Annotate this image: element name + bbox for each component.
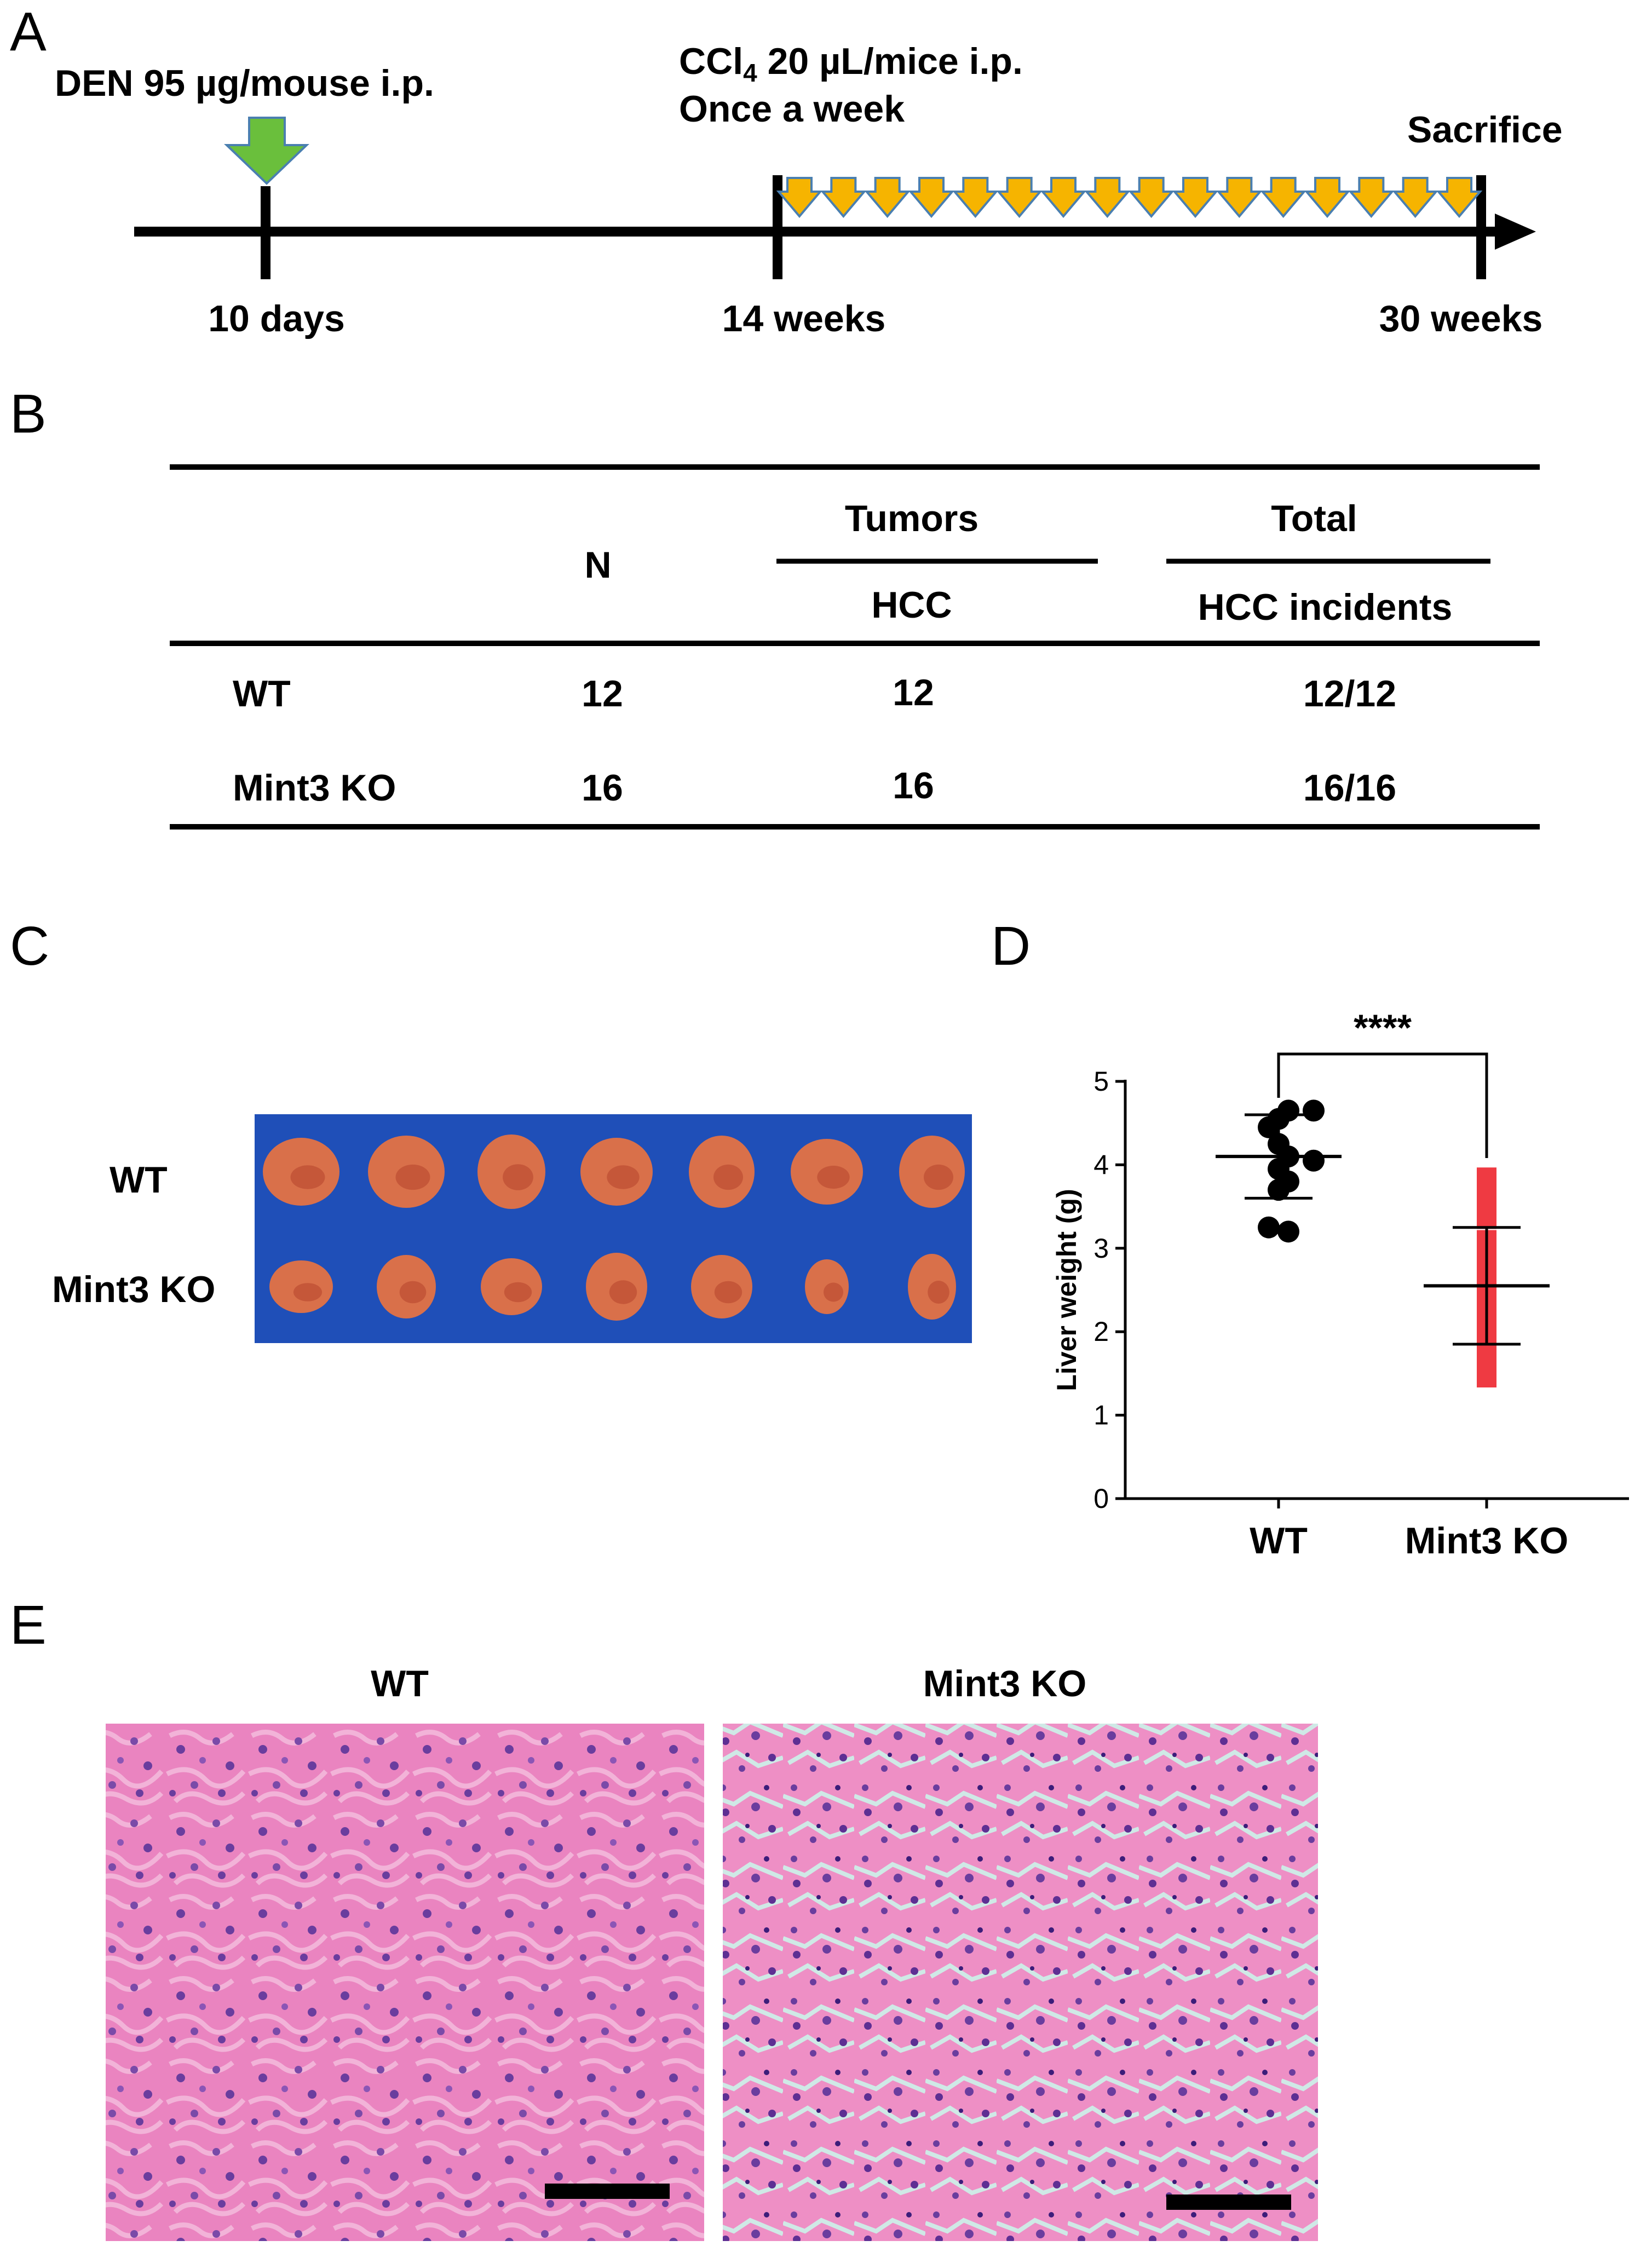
scale-bar-wt bbox=[545, 2184, 670, 2199]
header-hcc: HCC bbox=[871, 584, 952, 626]
y-tick-label: 0 bbox=[1093, 1483, 1109, 1514]
ccl4-suffix: 20 µL/mice i.p. bbox=[757, 41, 1023, 82]
x-tick-label: WT bbox=[1250, 1520, 1308, 1562]
liver-specimens bbox=[263, 1134, 965, 1321]
row-wt-incidents: 12/12 bbox=[1303, 673, 1396, 715]
liver-lobe-shading bbox=[924, 1164, 953, 1190]
row-label-wt: WT bbox=[110, 1159, 168, 1201]
ccl4-injection-arrow bbox=[864, 177, 911, 218]
row-ko-hcc: 16 bbox=[893, 765, 934, 807]
panel-c-letter: C bbox=[10, 915, 49, 977]
significance-bracket bbox=[1277, 1052, 1488, 1158]
ccl4-label-line2: Once a week bbox=[679, 88, 905, 130]
header-total: Total bbox=[1271, 498, 1357, 539]
timeline-arrowhead bbox=[1495, 214, 1536, 250]
liver-lobe-shading bbox=[928, 1281, 949, 1304]
liver-lobe-shading bbox=[293, 1283, 323, 1301]
ccl4-injection-arrow bbox=[1392, 177, 1438, 218]
ccl4-subscript: 4 bbox=[743, 59, 757, 87]
histology-title-mint3-ko: Mint3 KO bbox=[923, 1663, 1086, 1704]
ccl4-injection-arrow bbox=[1304, 177, 1351, 218]
liver-lobe-shading bbox=[607, 1165, 640, 1189]
data-point-mint3-ko bbox=[1477, 1368, 1496, 1388]
y-axis-label: Liver weight (g) bbox=[1051, 1189, 1082, 1391]
data-point-wt bbox=[1303, 1149, 1325, 1172]
sacrifice-label: Sacrifice bbox=[1407, 109, 1563, 151]
panel-e-letter: E bbox=[10, 1594, 47, 1656]
tick-label-10-days: 10 days bbox=[208, 298, 345, 339]
data-point-wt bbox=[1277, 1220, 1299, 1243]
data-point-wt bbox=[1303, 1099, 1325, 1122]
ccl4-injection-arrow bbox=[1260, 177, 1306, 218]
histology-title-wt: WT bbox=[371, 1663, 429, 1704]
y-tick-label: 4 bbox=[1093, 1149, 1109, 1180]
histology-image-wt bbox=[106, 1724, 704, 2241]
header-tumors: Tumors bbox=[845, 498, 978, 539]
row-ko-n: 16 bbox=[582, 767, 623, 809]
liver-lobe-shading bbox=[713, 1164, 743, 1190]
row-wt-hcc: 12 bbox=[893, 672, 934, 713]
den-label: DEN 95 µg/mouse i.p. bbox=[55, 62, 434, 104]
ccl4-injection-arrow bbox=[1436, 177, 1483, 218]
liver-lobe-shading bbox=[609, 1280, 637, 1304]
y-tick-label: 5 bbox=[1093, 1066, 1109, 1097]
liver-lobe-shading bbox=[395, 1164, 430, 1190]
liver-lobe-shading bbox=[824, 1282, 843, 1302]
panel-e: E WT Mint3 KO bbox=[10, 1594, 1318, 2241]
panel-c: C WT Mint3 KO bbox=[10, 915, 972, 1343]
ccl4-label-line1: CCl4 20 µL/mice i.p. bbox=[679, 41, 1023, 87]
header-n: N bbox=[584, 544, 611, 586]
liver-lobe-shading bbox=[503, 1164, 533, 1190]
data-point-mint3-ko bbox=[1477, 1343, 1496, 1363]
header-hcc-incidents: HCC incidents bbox=[1198, 586, 1453, 628]
panel-b-letter: B bbox=[10, 383, 47, 445]
liver-lobe-shading bbox=[714, 1281, 742, 1304]
row-wt-group: WT bbox=[233, 673, 291, 715]
tick-label-30-weeks: 30 weeks bbox=[1379, 298, 1543, 339]
panel-a-letter: A bbox=[10, 1, 47, 62]
panel-a: A DEN 95 µg/mouse i.p. CCl4 20 µL/mice i… bbox=[10, 1, 1563, 339]
liver-lobe-shading bbox=[504, 1282, 532, 1303]
ccl4-injection-arrow bbox=[908, 177, 955, 218]
ccl4-injection-arrow bbox=[1216, 177, 1263, 218]
ccl4-injection-arrow bbox=[1040, 177, 1087, 218]
ccl4-prefix: CCl bbox=[679, 41, 743, 82]
ccl4-injection-arrow bbox=[1084, 177, 1131, 218]
liver-lobe-shading bbox=[399, 1281, 427, 1304]
histology-image-mint3-ko bbox=[723, 1724, 1318, 2241]
ccl4-injection-arrow bbox=[1348, 177, 1395, 218]
data-point-mint3-ko bbox=[1477, 1209, 1496, 1229]
ccl4-injection-arrow bbox=[1128, 177, 1175, 218]
scale-bar-mint3-ko bbox=[1166, 2195, 1291, 2210]
data-point-wt bbox=[1258, 1116, 1280, 1138]
ccl4-injection-arrow bbox=[996, 177, 1043, 218]
ccl4-injection-arrow bbox=[952, 177, 999, 218]
row-wt-n: 12 bbox=[582, 673, 623, 715]
liver-lobe-shading bbox=[817, 1166, 850, 1189]
ccl4-injection-arrow bbox=[820, 177, 867, 218]
data-point-mint3-ko bbox=[1477, 1192, 1496, 1212]
x-tick-label: Mint3 KO bbox=[1405, 1520, 1568, 1562]
ccl4-injection-arrow bbox=[776, 177, 823, 218]
tick-label-14-weeks: 14 weeks bbox=[722, 298, 886, 339]
liver-lobe-shading bbox=[290, 1165, 325, 1189]
significance-stars: **** bbox=[1354, 1007, 1412, 1049]
panel-d: D 0 1 2 3 4 5 WT Mint3 KO Liver weight (g) **** bbox=[991, 915, 1629, 1562]
liver-weight-chart: 0 1 2 3 4 5 WT Mint3 KO Liver weight (g) **** bbox=[1051, 1007, 1629, 1562]
row-ko-group: Mint3 KO bbox=[233, 767, 396, 809]
panel-d-letter: D bbox=[991, 915, 1031, 977]
y-tick-label: 1 bbox=[1093, 1400, 1109, 1431]
row-ko-incidents: 16/16 bbox=[1303, 767, 1396, 809]
ccl4-injection-arrow bbox=[1172, 177, 1219, 218]
row-label-mint3-ko: Mint3 KO bbox=[52, 1269, 215, 1310]
data-point-wt bbox=[1258, 1216, 1280, 1239]
ccl4-injection-arrows bbox=[776, 177, 1483, 218]
y-tick-label: 2 bbox=[1093, 1316, 1109, 1347]
y-tick-label: 3 bbox=[1093, 1233, 1109, 1264]
den-injection-arrow bbox=[224, 117, 309, 185]
panel-b: B N Tumors HCC Total HCC incidents WT 12… bbox=[10, 383, 1540, 830]
